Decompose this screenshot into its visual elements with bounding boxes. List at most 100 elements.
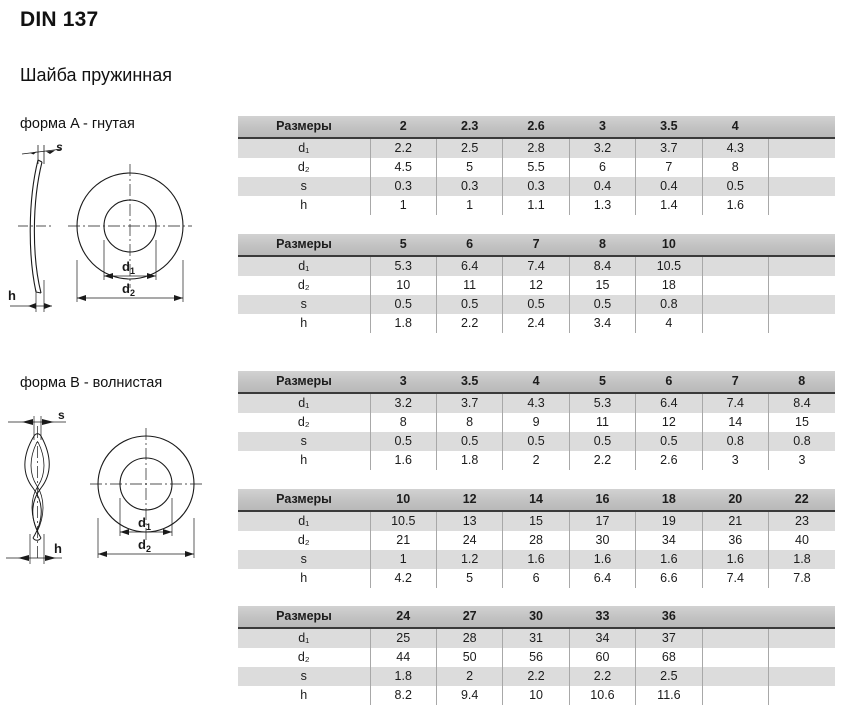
table-row: s 0.5 0.5 0.5 0.5 0.8 — [238, 295, 835, 314]
header-cell-sizes: Размеры — [238, 234, 371, 257]
spec-table-3: Размеры 3 3.5 4 5 6 7 8 d₁ 3.2 3.7 4.3 5.3 6.4 7.4 8.4 d… — [238, 371, 835, 470]
data-cell: 6.6 — [635, 569, 703, 588]
data-cell: 15 — [568, 276, 636, 295]
data-cell: 4.2 — [369, 569, 437, 588]
data-cell — [701, 276, 769, 295]
header-cell-size-empty — [768, 606, 835, 629]
data-cell: 3 — [701, 451, 769, 470]
header-cell-size-7: 7 — [502, 234, 570, 257]
data-cell: 11.6 — [635, 686, 703, 705]
data-cell: 8 — [435, 413, 503, 432]
data-cell: 8.4 — [568, 256, 636, 276]
header-cell-sizes: Размеры — [238, 116, 371, 139]
data-cell: 37 — [635, 628, 703, 648]
table-row: d₁ 5.3 6.4 7.4 8.4 10.5 — [238, 256, 835, 276]
header-cell-size-6: 6 — [436, 234, 503, 257]
table-row: d₂ 44 50 56 60 68 — [238, 648, 835, 667]
data-cell — [767, 667, 835, 686]
data-cell — [767, 314, 835, 333]
data-cell: 13 — [435, 511, 503, 531]
data-cell: 2.2 — [435, 314, 503, 333]
data-cell: 3.7 — [435, 393, 503, 413]
header-cell-size-empty — [702, 234, 769, 257]
data-cell — [767, 177, 835, 196]
data-cell: 24 — [435, 531, 503, 550]
data-cell: 10 — [502, 686, 570, 705]
data-cell: 9 — [502, 413, 570, 432]
data-cell: 5.5 — [502, 158, 570, 177]
row-label: s — [238, 295, 371, 314]
data-cell: 18 — [635, 276, 703, 295]
data-cell: 0.8 — [635, 295, 703, 314]
data-cell: 0.8 — [767, 432, 835, 451]
data-cell: 5.3 — [568, 393, 636, 413]
data-cell: 8 — [369, 413, 437, 432]
row-label: d₁ — [238, 256, 371, 276]
data-cell: 0.3 — [369, 177, 437, 196]
data-cell: 10.5 — [369, 511, 437, 531]
data-cell: 11 — [435, 276, 503, 295]
data-cell: 15 — [502, 511, 570, 531]
header-cell-sizes: Размеры — [238, 489, 371, 512]
data-cell — [767, 648, 835, 667]
data-cell: 2.2 — [568, 667, 636, 686]
data-cell: 3 — [767, 451, 835, 470]
form-a-label-d1: d1 — [122, 259, 135, 276]
data-cell: 31 — [502, 628, 570, 648]
data-cell: 6 — [502, 569, 570, 588]
form-a-caption: форма A - гнутая — [20, 116, 135, 132]
form-a-label-d2: d2 — [122, 281, 135, 298]
data-cell: 1.8 — [767, 550, 835, 569]
header-cell-size-8: 8 — [569, 234, 636, 257]
header-cell-size-empty — [768, 116, 835, 139]
data-cell: 0.5 — [369, 432, 437, 451]
spec-table-5: Размеры 24 27 30 33 36 d₁ 25 28 31 34 37 d₂ 44 50 56 60 6… — [238, 606, 835, 705]
data-cell: 0.5 — [502, 432, 570, 451]
data-cell — [767, 196, 835, 215]
table-row: h 1.8 2.2 2.4 3.4 4 — [238, 314, 835, 333]
data-cell: 14 — [701, 413, 769, 432]
row-label: d₁ — [238, 138, 371, 158]
data-cell: 0.5 — [502, 295, 570, 314]
data-cell: 1.6 — [369, 451, 437, 470]
data-cell: 3.4 — [568, 314, 636, 333]
row-label: h — [238, 451, 371, 470]
data-cell — [701, 686, 769, 705]
data-cell — [767, 686, 835, 705]
data-cell: 1.8 — [369, 314, 437, 333]
row-label: s — [238, 667, 371, 686]
data-cell — [767, 295, 835, 314]
data-cell: 0.5 — [435, 432, 503, 451]
form-b-label-s: s — [58, 408, 65, 422]
data-cell: 34 — [568, 628, 636, 648]
data-cell: 0.5 — [435, 295, 503, 314]
header-cell-size-6: 6 — [635, 371, 703, 394]
data-cell: 4.3 — [701, 138, 769, 158]
header-cell-size-2: 2 — [370, 116, 437, 139]
form-a-label-s: s — [56, 140, 63, 154]
table-row: d₂ 21 24 28 30 34 36 40 — [238, 531, 835, 550]
data-cell: 7.4 — [701, 569, 769, 588]
header-cell-size-empty — [768, 234, 835, 257]
data-cell: 60 — [568, 648, 636, 667]
header-cell-size-27: 27 — [436, 606, 503, 629]
row-label: d₁ — [238, 628, 371, 648]
table-row: s 1 1.2 1.6 1.6 1.6 1.6 1.8 — [238, 550, 835, 569]
header-cell-size-10: 10 — [370, 489, 437, 512]
data-cell — [701, 667, 769, 686]
table-row: s 1.8 2 2.2 2.2 2.5 — [238, 667, 835, 686]
form-b-label-d2: d2 — [138, 537, 151, 554]
data-cell: 4 — [635, 314, 703, 333]
data-cell: 21 — [701, 511, 769, 531]
table-row: h 1.6 1.8 2 2.2 2.6 3 3 — [238, 451, 835, 470]
data-cell: 7.4 — [701, 393, 769, 413]
data-cell: 10.5 — [635, 256, 703, 276]
data-cell: 11 — [568, 413, 636, 432]
data-cell — [701, 256, 769, 276]
data-cell: 1.6 — [701, 196, 769, 215]
data-cell: 12 — [635, 413, 703, 432]
product-name: Шайба пружинная — [20, 65, 172, 85]
data-cell — [701, 648, 769, 667]
row-label: d₂ — [238, 158, 371, 177]
data-cell — [701, 628, 769, 648]
